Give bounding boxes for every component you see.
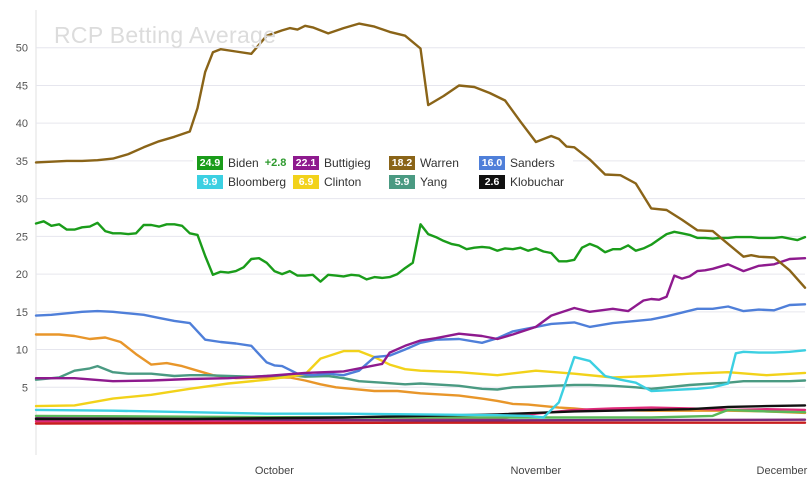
legend-label-klobuchar: Klobuchar: [510, 175, 565, 189]
legend-value-yang: 5.9: [389, 175, 415, 189]
legend-value-clinton: 6.9: [293, 175, 319, 189]
legend-item-warren[interactable]: 18.2 Warren: [389, 156, 479, 170]
y-tick-label: 10: [16, 345, 28, 357]
y-tick-label: 5: [22, 382, 28, 394]
legend-item-klobuchar[interactable]: 2.6 Klobuchar: [479, 175, 569, 189]
legend-value-bloomberg: 9.9: [197, 175, 223, 189]
legend-value-buttigieg: 22.1: [293, 156, 319, 170]
y-tick-label: 30: [16, 194, 28, 206]
series-line-sanders: [34, 303, 807, 377]
legend: 24.9 Biden +2.8 22.1 Buttigieg 18.2 Warr…: [193, 154, 573, 191]
gridlines: [35, 10, 805, 455]
legend-value-klobuchar: 2.6: [479, 175, 505, 189]
x-tick-label: October: [255, 465, 294, 477]
x-tick-label: December: [757, 465, 808, 477]
y-axis-ticks: 5 10 15 20 25 30 35 40 45 50: [16, 43, 28, 395]
legend-label-yang: Yang: [420, 175, 448, 189]
y-tick-label: 40: [16, 118, 28, 130]
legend-item-bloomberg[interactable]: 9.9 Bloomberg: [197, 175, 293, 189]
y-tick-label: 50: [16, 43, 28, 55]
legend-label-warren: Warren: [420, 156, 459, 170]
x-axis-ticks: October November December: [255, 465, 808, 477]
legend-value-biden: 24.9: [197, 156, 223, 170]
legend-item-clinton[interactable]: 6.9 Clinton: [293, 175, 389, 189]
y-tick-label: 20: [16, 269, 28, 281]
series-lines: [34, 22, 807, 425]
legend-label-buttigieg: Buttigieg: [324, 156, 371, 170]
legend-item-buttigieg[interactable]: 22.1 Buttigieg: [293, 156, 389, 170]
legend-change-biden: +2.8: [264, 157, 287, 169]
y-tick-label: 45: [16, 80, 28, 92]
series-line-warren: [34, 22, 807, 289]
legend-item-biden[interactable]: 24.9 Biden +2.8: [197, 156, 293, 170]
legend-label-bloomberg: Bloomberg: [228, 175, 287, 189]
y-tick-label: 35: [16, 156, 28, 168]
series-line-klobuchar: [34, 404, 807, 421]
legend-item-sanders[interactable]: 16.0 Sanders: [479, 156, 569, 170]
series-line: [34, 421, 807, 425]
series-line-clinton: [34, 349, 807, 408]
y-tick-label: 15: [16, 307, 28, 319]
series-line-biden: [34, 220, 807, 283]
legend-item-yang[interactable]: 5.9 Yang: [389, 175, 479, 189]
series-line-bloomberg: [34, 349, 807, 419]
legend-label-biden: Biden: [228, 156, 259, 170]
legend-value-warren: 18.2: [389, 156, 415, 170]
y-tick-label: 25: [16, 231, 28, 243]
legend-value-sanders: 16.0: [479, 156, 505, 170]
legend-label-sanders: Sanders: [510, 156, 555, 170]
x-tick-label: November: [510, 465, 561, 477]
legend-label-clinton: Clinton: [324, 175, 362, 189]
chart-title: RCP Betting Average: [54, 22, 277, 48]
series-line-yang: [34, 364, 807, 391]
series-line-buttigieg: [34, 257, 807, 383]
